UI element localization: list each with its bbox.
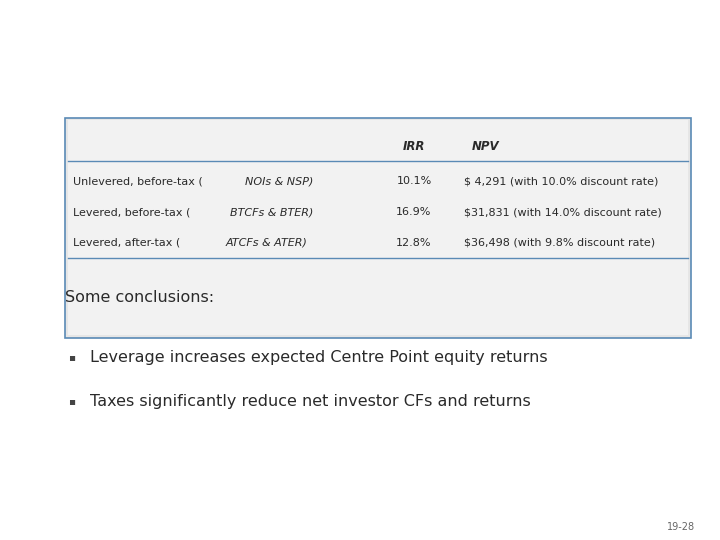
Text: 10.1%: 10.1% [397, 177, 431, 186]
Text: ▪: ▪ [68, 353, 76, 362]
Text: Some conclusions:: Some conclusions: [65, 291, 214, 306]
Text: IRR: IRR [402, 140, 426, 153]
Text: Comparison of Three Scenarios: Comparison of Three Scenarios [22, 38, 608, 71]
Text: Leverage increases expected Centre Point equity returns: Leverage increases expected Centre Point… [90, 350, 548, 365]
Text: $31,831 (with 14.0% discount rate): $31,831 (with 14.0% discount rate) [464, 207, 662, 217]
Text: Taxes significantly reduce net investor CFs and returns: Taxes significantly reduce net investor … [90, 394, 531, 409]
Text: Levered, after-tax (: Levered, after-tax ( [73, 238, 181, 248]
Text: 16.9%: 16.9% [396, 207, 432, 217]
Text: 12.8%: 12.8% [396, 238, 432, 248]
Text: NPV: NPV [472, 140, 499, 153]
Text: Unlevered, before-tax (: Unlevered, before-tax ( [73, 177, 203, 186]
Text: Levered, before-tax (: Levered, before-tax ( [73, 207, 191, 217]
FancyBboxPatch shape [68, 120, 688, 335]
Text: ATCFs & ATER): ATCFs & ATER) [226, 238, 308, 248]
Text: 19-28: 19-28 [667, 522, 695, 532]
Text: ▪: ▪ [68, 396, 76, 407]
Text: $ 4,291 (with 10.0% discount rate): $ 4,291 (with 10.0% discount rate) [464, 177, 659, 186]
Text: NOIs & NSP): NOIs & NSP) [245, 177, 313, 186]
Text: BTCFs & BTER): BTCFs & BTER) [230, 207, 314, 217]
Text: $36,498 (with 9.8% discount rate): $36,498 (with 9.8% discount rate) [464, 238, 655, 248]
FancyBboxPatch shape [65, 118, 691, 338]
